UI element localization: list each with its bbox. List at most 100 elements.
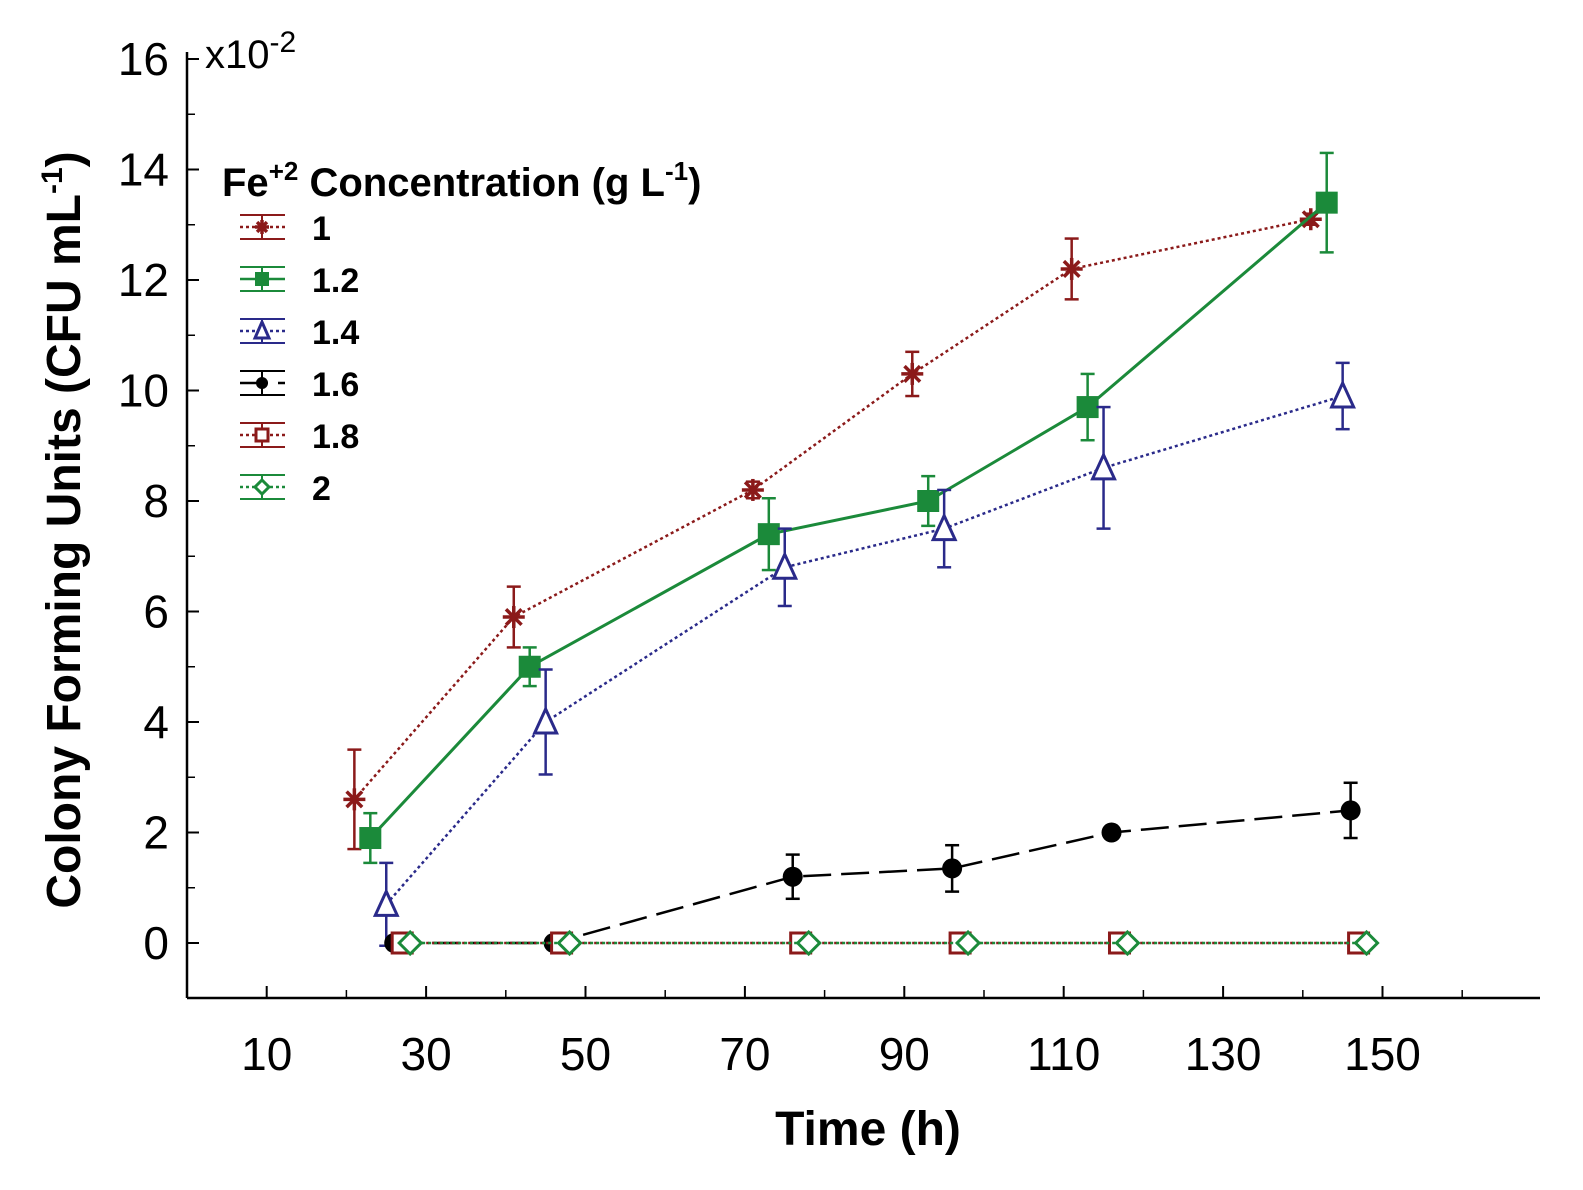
data-point <box>771 550 799 580</box>
legend-item-3: 1.4 <box>240 314 359 352</box>
data-point <box>1299 208 1322 231</box>
data-point <box>930 512 958 542</box>
diamond-marker <box>1353 929 1380 957</box>
diamond-marker <box>397 929 424 957</box>
y-axis-title: Colony Forming Units (CFU mL-1) <box>36 151 91 908</box>
data-point <box>1114 929 1141 957</box>
legend-item-4: 1.6 <box>240 366 359 404</box>
series-line <box>394 809 1351 945</box>
circle-marker <box>1340 800 1361 821</box>
data-point <box>1315 191 1338 214</box>
series-3 <box>372 361 1356 948</box>
y-tick-label: 16 <box>118 33 169 85</box>
data-point <box>1329 379 1356 409</box>
series-2 <box>359 151 1338 865</box>
legend-label: 1.6 <box>312 366 359 404</box>
y-tick-label: 14 <box>118 144 169 196</box>
x-tick-label: 150 <box>1344 1028 1421 1080</box>
legend-item-5: 1.8 <box>240 418 359 456</box>
data-point <box>1060 257 1083 280</box>
data-point <box>397 929 424 957</box>
x-axis-title: Time (h) <box>775 1103 961 1156</box>
asterisk-marker-stroke <box>345 790 364 809</box>
y-tick-label: 2 <box>143 807 169 859</box>
diamond-marker <box>1114 929 1141 957</box>
diamond-marker <box>252 477 272 497</box>
data-point <box>518 655 541 678</box>
data-point <box>954 929 982 957</box>
y-tick-label: 4 <box>143 696 169 748</box>
square-marker <box>1315 191 1338 214</box>
triangle-marker <box>1329 379 1356 409</box>
x-tick-label: 30 <box>401 1028 452 1080</box>
legend-item-1: 1 <box>240 210 331 248</box>
data-point <box>532 705 559 735</box>
asterisk-marker-stroke <box>1301 210 1320 229</box>
triangle-marker <box>930 512 958 542</box>
series-1 <box>343 208 1322 851</box>
series-4 <box>384 781 1361 953</box>
legend-label: 1.2 <box>312 262 359 300</box>
x-tick-label: 90 <box>879 1028 930 1080</box>
data-point <box>1340 800 1361 821</box>
circle-marker <box>782 866 803 887</box>
data-point <box>1353 929 1380 957</box>
series-6 <box>397 929 1380 957</box>
y-multiplier-label: x10-2 <box>205 26 296 77</box>
diamond-marker <box>954 929 982 957</box>
square-marker <box>1076 396 1099 419</box>
data-point <box>901 362 924 385</box>
data-point <box>795 929 822 957</box>
y-tick-label: 12 <box>118 254 169 306</box>
x-tick-label: 70 <box>719 1028 770 1080</box>
x-tick-label: 110 <box>1027 1028 1100 1080</box>
x-tick-label: 50 <box>560 1028 611 1080</box>
data-point <box>917 490 940 512</box>
legend-item-2: 1.2 <box>240 262 359 300</box>
x-tick-label: 10 <box>241 1028 292 1080</box>
legend-label: 1 <box>312 210 331 248</box>
data-point <box>343 788 366 811</box>
triangle-marker <box>1090 451 1117 481</box>
circle-marker <box>256 377 268 389</box>
data-point <box>782 866 803 887</box>
series-layer <box>343 151 1380 957</box>
data-point <box>1090 451 1117 481</box>
legend-label: 2 <box>312 470 331 508</box>
axes <box>185 52 1540 1000</box>
square-marker <box>518 655 541 678</box>
diamond-marker <box>795 929 822 957</box>
triangle-marker <box>372 887 400 917</box>
data-point <box>741 478 764 501</box>
data-point <box>372 887 400 917</box>
data-point <box>502 606 525 629</box>
triangle-marker <box>532 705 559 735</box>
series-line <box>353 218 1312 801</box>
square-marker <box>757 523 780 546</box>
legend: Fe+2 Concentration (g L-1) 1 1.2 1.4 1.6 1.8 2 <box>222 156 701 508</box>
square-marker <box>255 272 269 286</box>
y-tick-label: 6 <box>143 586 169 638</box>
square-marker <box>359 827 382 850</box>
series-line <box>385 394 1344 906</box>
open-square-marker <box>254 427 270 443</box>
data-point <box>359 827 382 850</box>
series-line <box>369 201 1328 840</box>
asterisk-marker-stroke <box>903 364 922 383</box>
data-point <box>757 523 780 546</box>
asterisk-marker-stroke <box>504 608 523 627</box>
y-tick-label: 8 <box>143 475 169 527</box>
triangle-marker <box>771 550 799 580</box>
data-point <box>1101 822 1122 843</box>
asterisk-marker-stroke <box>743 480 762 499</box>
legend-title: Fe+2 Concentration (g L-1) <box>222 156 701 205</box>
data-point <box>1076 396 1099 419</box>
legend-label: 1.4 <box>312 314 359 352</box>
triangle-marker <box>252 318 272 340</box>
circle-marker <box>1101 822 1122 843</box>
data-point <box>942 858 963 879</box>
legend-label: 1.8 <box>312 418 359 456</box>
y-tick-label: 0 <box>143 917 169 969</box>
